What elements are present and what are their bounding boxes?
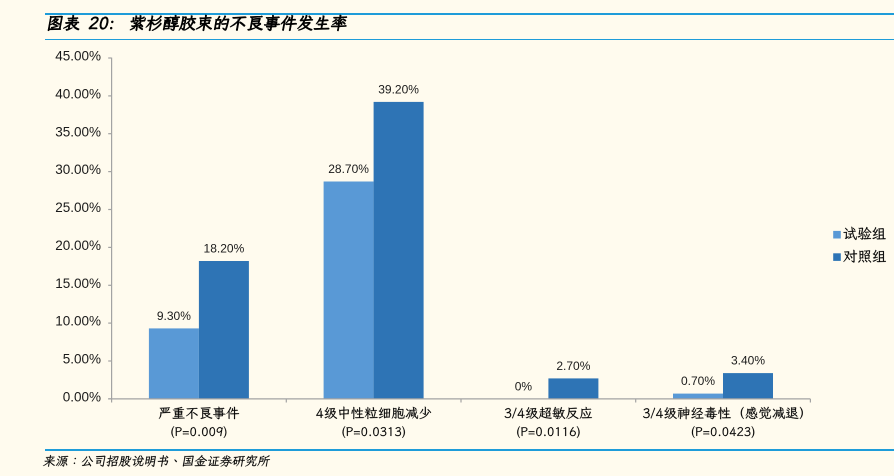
svg-text:0%: 0%	[515, 380, 533, 394]
svg-text:39.20%: 39.20%	[378, 83, 419, 97]
svg-text:35.00%: 35.00%	[55, 124, 101, 139]
svg-text:9.30%: 9.30%	[157, 309, 191, 323]
svg-text:45.00%: 45.00%	[55, 49, 101, 64]
svg-text:2.70%: 2.70%	[556, 359, 590, 373]
svg-text:40.00%: 40.00%	[55, 87, 101, 102]
svg-text:0.70%: 0.70%	[681, 374, 715, 388]
svg-text:0.00%: 0.00%	[63, 390, 101, 405]
svg-text:25.00%: 25.00%	[55, 200, 101, 215]
svg-text:3.40%: 3.40%	[731, 354, 765, 368]
svg-text:20.00%: 20.00%	[55, 238, 101, 253]
svg-text:15.00%: 15.00%	[55, 276, 101, 291]
svg-text:10.00%: 10.00%	[55, 314, 101, 329]
svg-text:18.20%: 18.20%	[204, 242, 245, 256]
svg-text:30.00%: 30.00%	[55, 162, 101, 177]
svg-text:28.70%: 28.70%	[328, 162, 369, 176]
svg-text:5.00%: 5.00%	[63, 352, 101, 367]
